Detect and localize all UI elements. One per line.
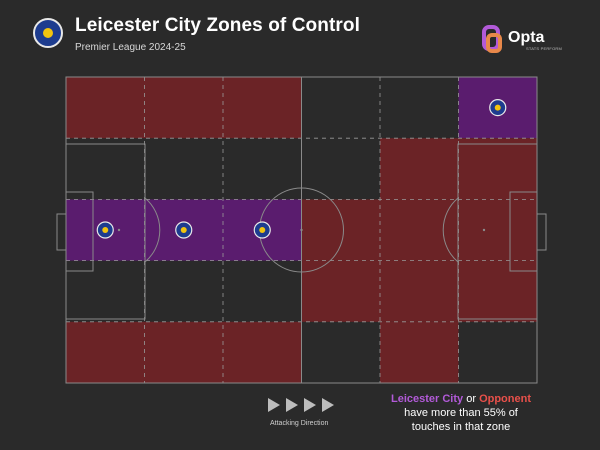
play-arrow-icon	[322, 398, 334, 412]
penalty-spot-right	[482, 228, 486, 232]
play-arrow-icon	[304, 398, 316, 412]
penalty-arc-right	[442, 197, 459, 263]
attacking-direction-arrows	[268, 398, 334, 412]
zone-opponent	[380, 199, 459, 261]
legend-line-3: touches in that zone	[411, 421, 511, 433]
goal-right	[536, 213, 547, 251]
zone-opponent	[301, 199, 380, 261]
penalty-spot-left	[117, 228, 121, 232]
zone-opponent	[223, 77, 302, 139]
centre-spot	[300, 228, 303, 232]
crest-inner	[180, 227, 187, 233]
legend-team: Leicester City	[391, 393, 464, 405]
leicester-crest-icon	[33, 18, 63, 48]
goal-left	[56, 213, 67, 251]
opta-logo-text: Opta	[508, 29, 545, 46]
play-arrow-icon	[268, 398, 280, 412]
play-arrow-icon	[286, 398, 298, 412]
zone-opponent	[458, 138, 537, 200]
zone-opponent	[380, 138, 459, 200]
legend-opponent: Opponent	[479, 393, 531, 405]
zone-opponent	[380, 321, 459, 383]
zone-opponent	[458, 260, 537, 322]
zone-opponent	[301, 260, 380, 322]
opta-logo-subtext: STATS PERFORM	[526, 46, 563, 51]
penalty-arc-left	[144, 197, 161, 263]
attacking-direction-label: Attacking Direction	[270, 420, 329, 427]
zone-opponent	[380, 260, 459, 322]
pitch-boundary	[65, 76, 538, 384]
legend-line-2: have more than 55% of	[404, 407, 518, 419]
zone-opponent	[66, 321, 145, 383]
zone-opponent	[144, 321, 223, 383]
crest-inner	[494, 104, 501, 111]
legend: Leicester City or Opponent have more tha…	[378, 392, 544, 434]
zone-opponent	[458, 199, 537, 261]
chart-subtitle: Premier League 2024-25	[75, 42, 186, 53]
opta-logo-icon	[482, 25, 502, 53]
chart-title: Leicester City Zones of Control	[75, 15, 360, 36]
crest-inner	[102, 227, 109, 233]
zone-opponent	[144, 77, 223, 139]
zone-opponent	[66, 77, 145, 139]
zone-opponent	[223, 321, 302, 383]
legend-connector: or	[466, 393, 476, 405]
crest-inner	[259, 227, 266, 233]
